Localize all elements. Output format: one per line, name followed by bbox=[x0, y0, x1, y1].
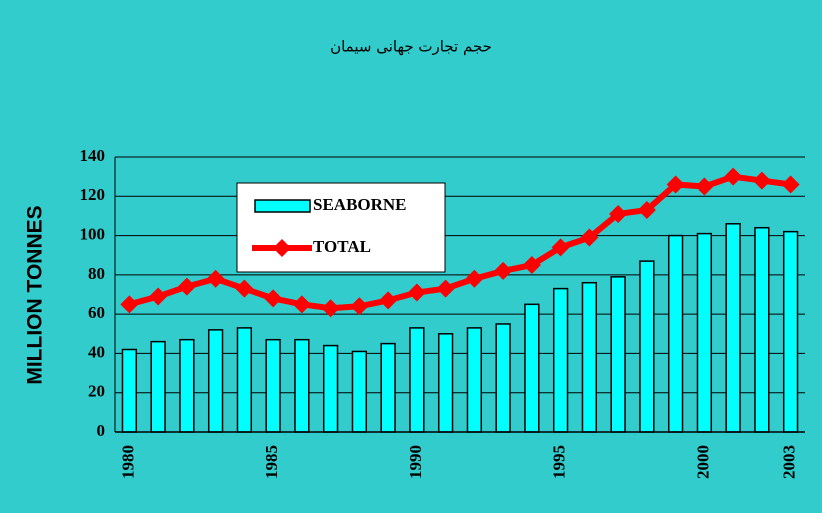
legend-swatch bbox=[273, 239, 291, 257]
y-tick-label: 60 bbox=[88, 303, 105, 322]
marker bbox=[350, 297, 369, 316]
marker bbox=[522, 256, 541, 275]
bar bbox=[409, 327, 425, 433]
x-tick-label: 1995 bbox=[550, 445, 569, 479]
chart-title: حجم تجارت جهانی سیمان bbox=[330, 38, 492, 56]
marker bbox=[724, 167, 743, 186]
legend-label: TOTAL bbox=[313, 237, 371, 256]
bar bbox=[351, 350, 368, 433]
y-tick-label: 20 bbox=[88, 382, 105, 401]
x-tick-label: 2003 bbox=[780, 445, 799, 479]
y-tick-label: 80 bbox=[88, 264, 105, 283]
marker bbox=[120, 295, 139, 314]
legend-label: SEABORNE bbox=[313, 195, 407, 214]
marker bbox=[609, 204, 628, 223]
y-tick-label: 100 bbox=[80, 224, 106, 243]
x-tick-label: 2000 bbox=[693, 445, 712, 479]
bar bbox=[466, 327, 483, 433]
marker bbox=[666, 175, 685, 194]
marker bbox=[407, 283, 426, 302]
y-tick-label: 0 bbox=[97, 421, 106, 440]
bar bbox=[265, 338, 281, 433]
bar bbox=[380, 342, 396, 433]
bar bbox=[696, 232, 713, 433]
bar bbox=[437, 333, 454, 433]
marker bbox=[235, 279, 254, 298]
marker bbox=[177, 277, 196, 296]
bar bbox=[179, 338, 195, 433]
legend-box bbox=[236, 182, 446, 273]
x-tick-label: 1980 bbox=[118, 445, 137, 479]
legend-swatch bbox=[254, 199, 311, 213]
bar bbox=[495, 323, 511, 433]
bar bbox=[725, 223, 741, 433]
marker bbox=[264, 289, 283, 308]
marker bbox=[379, 291, 398, 310]
bar bbox=[207, 329, 224, 433]
marker bbox=[695, 177, 714, 196]
marker bbox=[292, 295, 311, 314]
marker bbox=[149, 287, 168, 306]
marker bbox=[436, 279, 455, 298]
marker bbox=[637, 201, 656, 220]
y-tick-label: 140 bbox=[80, 146, 106, 165]
marker bbox=[781, 175, 800, 194]
bar bbox=[150, 340, 166, 433]
y-tick-label: 40 bbox=[88, 342, 105, 361]
bar bbox=[322, 344, 339, 433]
bar bbox=[294, 338, 310, 433]
bar bbox=[121, 348, 138, 433]
bar bbox=[667, 234, 684, 433]
marker bbox=[551, 238, 570, 257]
marker bbox=[465, 269, 484, 288]
y-axis-label: MILLION TONNES bbox=[24, 205, 47, 384]
marker bbox=[206, 269, 225, 288]
bar bbox=[236, 327, 253, 433]
bar bbox=[639, 260, 655, 433]
y-tick-label: 120 bbox=[80, 185, 106, 204]
bar bbox=[754, 226, 770, 433]
bar bbox=[552, 287, 569, 433]
bar bbox=[581, 281, 598, 433]
bar bbox=[610, 276, 626, 433]
bar bbox=[524, 303, 540, 433]
marker bbox=[752, 171, 771, 190]
marker bbox=[321, 299, 340, 318]
marker bbox=[580, 228, 599, 247]
x-tick-label: 1985 bbox=[262, 445, 281, 479]
marker bbox=[494, 261, 513, 280]
x-tick-label: 1990 bbox=[406, 445, 425, 479]
bar bbox=[782, 230, 799, 433]
